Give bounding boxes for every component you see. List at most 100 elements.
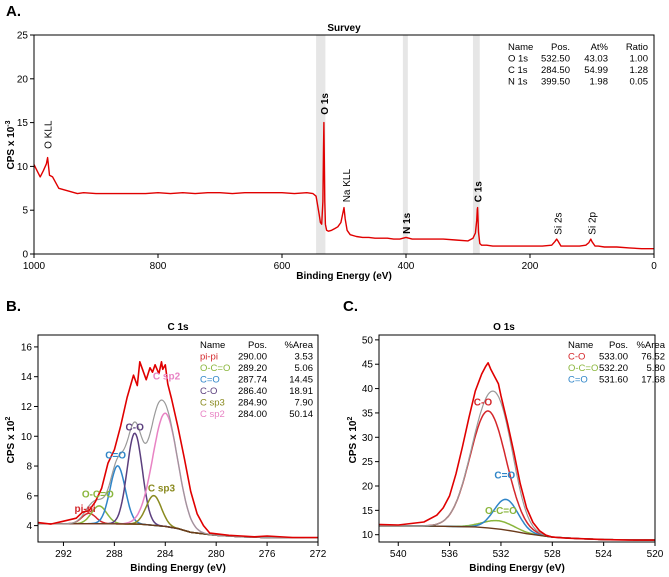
c1s-table-cell: 3.53: [295, 352, 314, 363]
survey-table-cell: 43.03: [584, 54, 608, 65]
o1s-table-header: Name: [568, 340, 593, 351]
c1s-table-cell: 7.90: [295, 398, 314, 409]
o1s-ytick-label: 50: [362, 335, 374, 346]
panel-label-a: A.: [6, 3, 21, 20]
o1s-table-cell: O-C=O: [568, 363, 598, 374]
survey-ylabel-group: CPS x 10-3: [5, 120, 17, 169]
survey-ytick-label: 20: [17, 74, 29, 85]
survey-xtick-label: 1000: [23, 261, 46, 272]
c1s-table-cell: 50.14: [289, 409, 313, 420]
c1s-envelope-line: [38, 399, 318, 539]
survey-xtick-label: 800: [150, 261, 167, 272]
o1s-xtick-label: 528: [544, 549, 561, 560]
c1s-plot-area: [37, 360, 319, 539]
survey-peak-label: Si 2p: [587, 211, 598, 234]
c1s-component-curve: [38, 512, 318, 539]
o1s-ytick-label: 35: [362, 408, 374, 419]
o1s-component-label: O-C=O: [485, 506, 517, 517]
o1s-ylabel-group: CPS x 102: [347, 417, 359, 464]
o1s-component-curve: [379, 519, 656, 541]
c1s-component-curve: [38, 494, 318, 539]
c1s-component-label: C=O: [105, 451, 126, 462]
c1s-ytick-label: 12: [21, 402, 33, 413]
survey-table-cell: C 1s: [508, 65, 528, 76]
c1s-table-cell: 286.40: [238, 386, 267, 397]
c1s-table-cell: 290.00: [238, 352, 267, 363]
survey-table-cell: N 1s: [508, 77, 528, 88]
o1s-ytick-label: 40: [362, 384, 374, 395]
o1s-xtick-label: 524: [595, 549, 612, 560]
c1s-component-label: C sp2: [153, 372, 181, 383]
c1s-table-cell: 284.00: [238, 409, 267, 420]
c1s-xtick-label: 292: [55, 549, 72, 560]
o1s-table-cell: C-O: [568, 352, 585, 363]
survey-table-header: Name: [508, 42, 533, 53]
survey-peak-label: Na KLL: [342, 169, 353, 203]
c1s-ytick-label: 16: [21, 342, 33, 353]
o1s-ticks: 540 536 532 528 524 520 10 15 20 25 30 35 40 45 50: [362, 335, 664, 560]
c1s-ylabel-group: CPS x 102: [5, 417, 17, 464]
c1s-xtick-label: 272: [310, 549, 327, 560]
o1s-table-cell: 531.60: [599, 375, 628, 386]
c1s-ytick-label: 6: [26, 491, 32, 502]
c1s-table-header: %Area: [284, 340, 313, 351]
survey-table-cell: 54.99: [584, 65, 608, 76]
survey-table-cell: 532.50: [541, 54, 570, 65]
o1s-table: Name Pos. %Area C-O 533.00 76.52 O-C=O 532.20 5.…: [568, 340, 666, 386]
c1s-component-labels: pi-pi O-C=O C=O C-O C sp3 C sp2: [75, 372, 181, 516]
survey-frame: [33, 34, 655, 255]
c1s-table-cell: O-C=O: [200, 363, 230, 374]
survey-ytick-label: 5: [22, 206, 28, 217]
c1s-xtick-label: 288: [106, 549, 123, 560]
panel-label-c: C.: [343, 298, 358, 315]
survey-highlight-bands: [316, 35, 480, 254]
o1s-ytick-label: 25: [362, 457, 374, 468]
survey-table-cell: 1.28: [630, 65, 649, 76]
c1s-component-label: C sp3: [148, 483, 176, 494]
o1s-ytick-label: 20: [362, 481, 374, 492]
survey-table-cell: 1.00: [630, 54, 649, 65]
o1s-xlabel: Binding Energy (eV): [469, 563, 565, 574]
c1s-table-cell: pi-pi: [200, 352, 218, 363]
survey-table-cell: 1.98: [590, 77, 609, 88]
c1s-component-curve: [38, 432, 318, 539]
o1s-frame: [378, 334, 656, 543]
o1s-component-label: C=O: [494, 471, 515, 482]
o1s-xtick-label: 536: [441, 549, 458, 560]
survey-xtick-label: 200: [522, 261, 539, 272]
o1s-component-curve: [379, 498, 656, 541]
o1s-table-cell: 5.80: [647, 363, 666, 374]
c1s-ylabel: CPS x 102: [5, 417, 17, 464]
c1s-frame: [37, 334, 319, 543]
o1s-table-cell: 532.20: [599, 363, 628, 374]
c1s-xlabel: Binding Energy (eV): [130, 563, 226, 574]
o1s-component-labels: C-O C=O O-C=O: [474, 398, 517, 518]
survey-table: Name Pos. At% Ratio O 1s 532.50 43.03 1.00 C 1s 2…: [508, 42, 648, 88]
survey-title: Survey: [327, 23, 361, 34]
survey-table-header: At%: [591, 42, 609, 53]
survey-peak-label: O 1s: [320, 93, 331, 115]
c1s-measured-line: [37, 360, 318, 539]
survey-table-cell: 0.05: [630, 77, 649, 88]
c1s-table-cell: 5.06: [295, 363, 314, 374]
survey-xlabel: Binding Energy (eV): [296, 271, 392, 282]
survey-xtick-label: 0: [651, 261, 657, 272]
o1s-component-label: C-O: [474, 398, 493, 409]
c1s-component-curve: [38, 464, 318, 539]
o1s-xtick-label: 520: [647, 549, 664, 560]
survey-highlight-band: [402, 35, 408, 254]
o1s-table-cell: 17.68: [641, 375, 665, 386]
survey-peak-label: Si 2s: [553, 212, 564, 234]
c1s-table-cell: 284.90: [238, 398, 267, 409]
survey-peak-label: C 1s: [473, 181, 484, 203]
survey-ylabel: CPS x 10-3: [5, 120, 17, 169]
c1s-xtick-label: 280: [208, 549, 225, 560]
c1s-panel: B. C 1s 292 288 284 280 276 272 4 6 8 10 12 14 16 Bi…: [5, 298, 327, 574]
o1s-ylabel: CPS x 102: [347, 417, 359, 464]
o1s-ytick-label: 45: [362, 360, 374, 371]
survey-xtick-label: 600: [274, 261, 291, 272]
c1s-table-cell: C=O: [200, 375, 220, 386]
c1s-ytick-label: 4: [26, 521, 32, 532]
survey-xtick-label: 400: [398, 261, 415, 272]
